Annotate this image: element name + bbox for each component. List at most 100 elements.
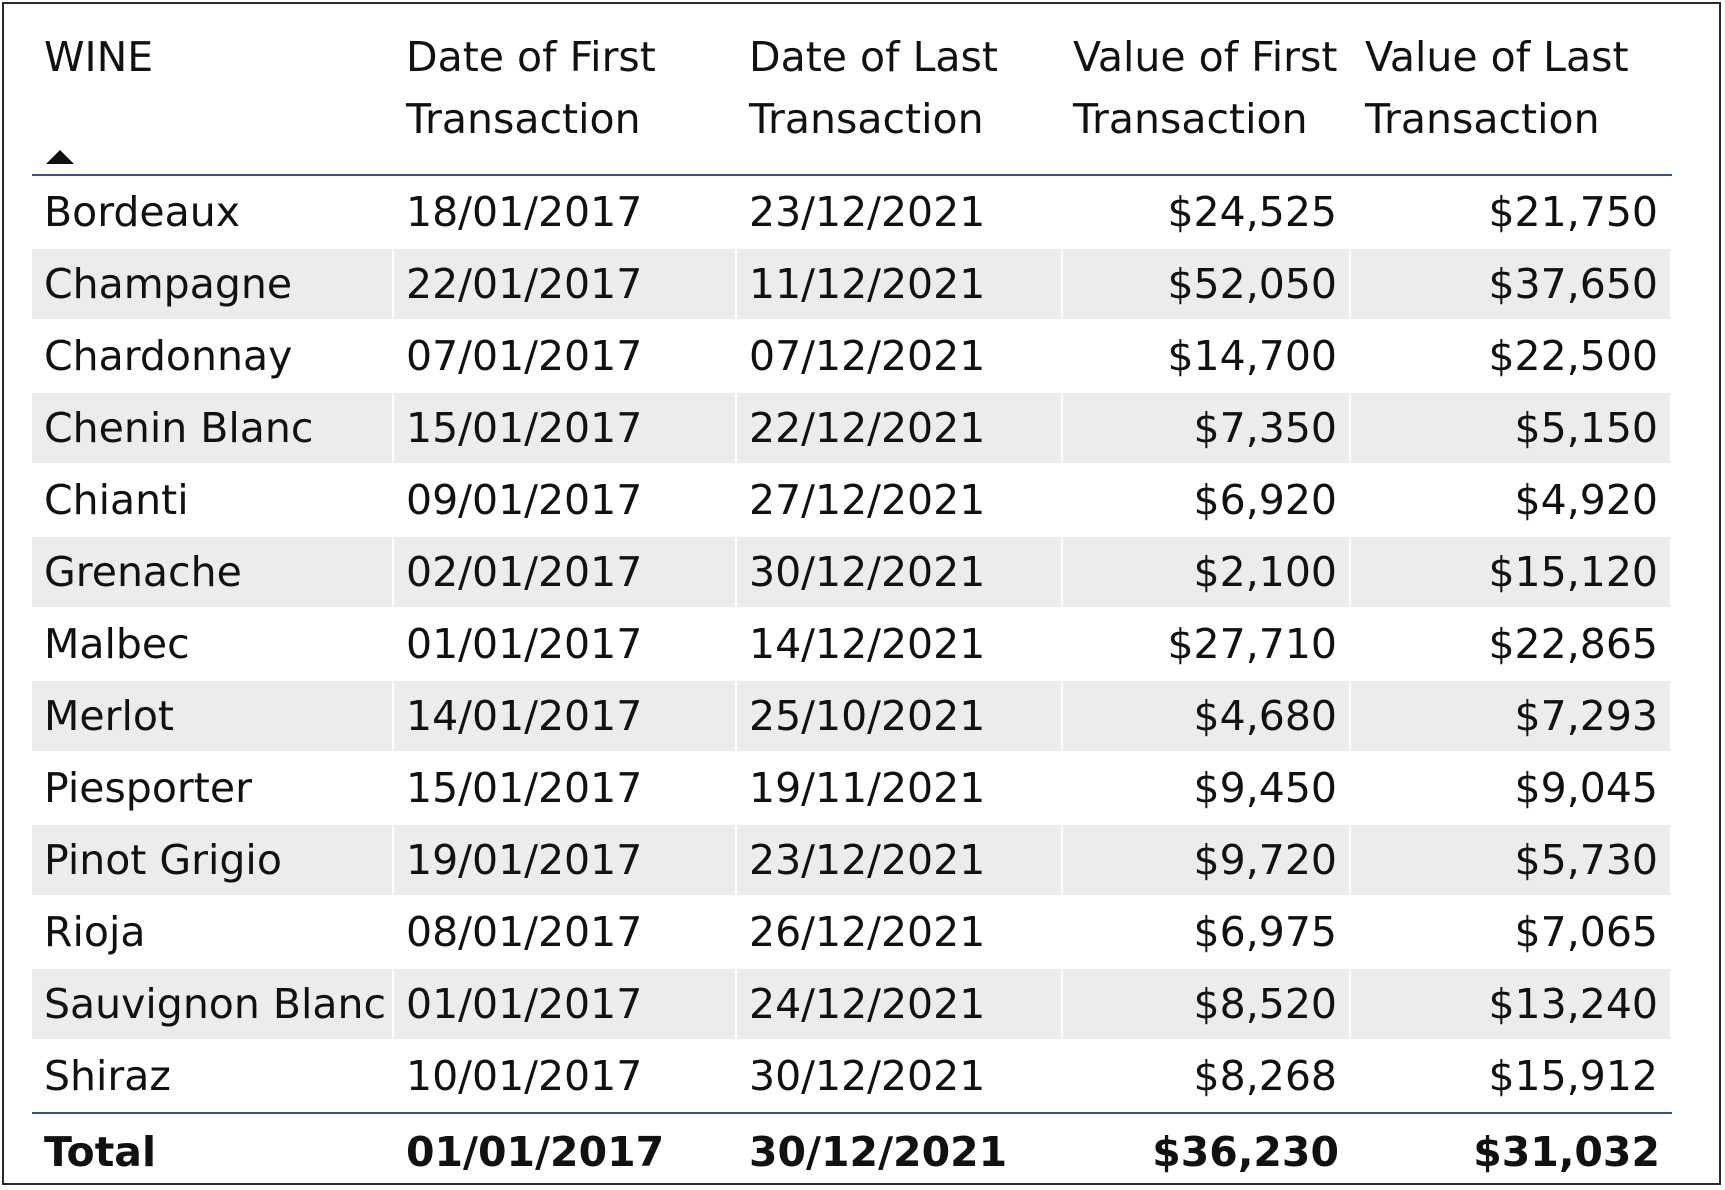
date-first-cell: 01/01/2017 <box>394 608 737 680</box>
wine-cell: Sauvignon Blanc <box>32 968 394 1040</box>
table-row[interactable]: Piesporter 15/01/2017 19/11/2021 $9,450 … <box>32 752 1672 824</box>
column-header-label: Value of Last <box>1365 33 1629 81</box>
table-row[interactable]: Merlot 14/01/2017 25/10/2021 $4,680 $7,2… <box>32 680 1672 752</box>
table-row[interactable]: Bordeaux 18/01/2017 23/12/2021 $24,525 $… <box>32 176 1672 248</box>
value-last-cell: $9,045 <box>1351 752 1672 824</box>
value-first-cell: $8,268 <box>1063 1040 1351 1112</box>
date-first-cell: 08/01/2017 <box>394 896 737 968</box>
value-first-cell: $24,525 <box>1063 176 1351 248</box>
table-body: Bordeaux 18/01/2017 23/12/2021 $24,525 $… <box>32 176 1672 1112</box>
date-last-cell: 11/12/2021 <box>737 248 1063 320</box>
value-last-cell: $13,240 <box>1351 968 1672 1040</box>
date-last-cell: 26/12/2021 <box>737 896 1063 968</box>
value-last-cell: $22,865 <box>1351 608 1672 680</box>
date-first-cell: 09/01/2017 <box>394 464 737 536</box>
total-date-last: 30/12/2021 <box>737 1112 1063 1190</box>
table-row[interactable]: Chianti 09/01/2017 27/12/2021 $6,920 $4,… <box>32 464 1672 536</box>
column-header-label: Transaction <box>1073 95 1308 143</box>
value-last-cell: $7,293 <box>1351 680 1672 752</box>
date-first-cell: 19/01/2017 <box>394 824 737 896</box>
date-last-cell: 23/12/2021 <box>737 176 1063 248</box>
column-header-label: Value of First <box>1073 33 1338 81</box>
date-last-cell: 25/10/2021 <box>737 680 1063 752</box>
header-row: WINE Date of First Transaction Date of L… <box>32 4 1672 176</box>
wine-cell: Chardonnay <box>32 320 394 392</box>
value-first-cell: $2,100 <box>1063 536 1351 608</box>
column-header-label: Date of First <box>406 33 656 81</box>
table-row[interactable]: Rioja 08/01/2017 26/12/2021 $6,975 $7,06… <box>32 896 1672 968</box>
column-header-label: Transaction <box>406 95 641 143</box>
date-first-cell: 02/01/2017 <box>394 536 737 608</box>
table-row[interactable]: Shiraz 10/01/2017 30/12/2021 $8,268 $15,… <box>32 1040 1672 1112</box>
total-value-last: $31,032 <box>1351 1112 1672 1190</box>
table-row[interactable]: Chardonnay 07/01/2017 07/12/2021 $14,700… <box>32 320 1672 392</box>
date-last-cell: 19/11/2021 <box>737 752 1063 824</box>
wine-cell: Champagne <box>32 248 394 320</box>
date-first-cell: 07/01/2017 <box>394 320 737 392</box>
wine-cell: Malbec <box>32 608 394 680</box>
value-last-cell: $37,650 <box>1351 248 1672 320</box>
wine-transactions-table: WINE Date of First Transaction Date of L… <box>32 4 1672 1190</box>
value-first-cell: $7,350 <box>1063 392 1351 464</box>
value-first-cell: $4,680 <box>1063 680 1351 752</box>
wine-cell: Merlot <box>32 680 394 752</box>
wine-cell: Rioja <box>32 896 394 968</box>
column-header-date-of-last-transaction[interactable]: Date of Last Transaction <box>737 4 1063 176</box>
value-first-cell: $52,050 <box>1063 248 1351 320</box>
wine-cell: Chenin Blanc <box>32 392 394 464</box>
date-first-cell: 18/01/2017 <box>394 176 737 248</box>
wine-cell: Piesporter <box>32 752 394 824</box>
column-header-label: Transaction <box>1365 95 1600 143</box>
total-label: Total <box>32 1112 394 1190</box>
table-row[interactable]: Chenin Blanc 15/01/2017 22/12/2021 $7,35… <box>32 392 1672 464</box>
date-last-cell: 14/12/2021 <box>737 608 1063 680</box>
table-row[interactable]: Pinot Grigio 19/01/2017 23/12/2021 $9,72… <box>32 824 1672 896</box>
column-header-date-of-first-transaction[interactable]: Date of First Transaction <box>394 4 737 176</box>
date-last-cell: 07/12/2021 <box>737 320 1063 392</box>
table-row[interactable]: Grenache 02/01/2017 30/12/2021 $2,100 $1… <box>32 536 1672 608</box>
date-first-cell: 10/01/2017 <box>394 1040 737 1112</box>
value-first-cell: $8,520 <box>1063 968 1351 1040</box>
value-last-cell: $7,065 <box>1351 896 1672 968</box>
value-last-cell: $22,500 <box>1351 320 1672 392</box>
value-last-cell: $15,912 <box>1351 1040 1672 1112</box>
date-last-cell: 27/12/2021 <box>737 464 1063 536</box>
total-date-first: 01/01/2017 <box>394 1112 737 1190</box>
column-header-value-of-first-transaction[interactable]: Value of First Transaction <box>1063 4 1351 176</box>
wine-cell: Chianti <box>32 464 394 536</box>
wine-cell: Pinot Grigio <box>32 824 394 896</box>
column-header-label: WINE <box>44 33 154 81</box>
table-row[interactable]: Malbec 01/01/2017 14/12/2021 $27,710 $22… <box>32 608 1672 680</box>
value-first-cell: $9,720 <box>1063 824 1351 896</box>
table-footer: Total 01/01/2017 30/12/2021 $36,230 $31,… <box>32 1112 1672 1190</box>
value-first-cell: $27,710 <box>1063 608 1351 680</box>
value-first-cell: $14,700 <box>1063 320 1351 392</box>
sort-ascending-icon[interactable] <box>46 150 74 164</box>
date-first-cell: 15/01/2017 <box>394 752 737 824</box>
column-header-value-of-last-transaction[interactable]: Value of Last Transaction <box>1351 4 1672 176</box>
value-last-cell: $21,750 <box>1351 176 1672 248</box>
date-first-cell: 15/01/2017 <box>394 392 737 464</box>
date-last-cell: 30/12/2021 <box>737 1040 1063 1112</box>
table-row[interactable]: Sauvignon Blanc 01/01/2017 24/12/2021 $8… <box>32 968 1672 1040</box>
table-row[interactable]: Champagne 22/01/2017 11/12/2021 $52,050 … <box>32 248 1672 320</box>
value-first-cell: $9,450 <box>1063 752 1351 824</box>
value-first-cell: $6,975 <box>1063 896 1351 968</box>
date-first-cell: 14/01/2017 <box>394 680 737 752</box>
date-last-cell: 23/12/2021 <box>737 824 1063 896</box>
column-header-label: Date of Last <box>749 33 998 81</box>
date-last-cell: 24/12/2021 <box>737 968 1063 1040</box>
date-first-cell: 01/01/2017 <box>394 968 737 1040</box>
table-header: WINE Date of First Transaction Date of L… <box>32 4 1672 176</box>
date-first-cell: 22/01/2017 <box>394 248 737 320</box>
date-last-cell: 22/12/2021 <box>737 392 1063 464</box>
value-last-cell: $5,150 <box>1351 392 1672 464</box>
wine-cell: Shiraz <box>32 1040 394 1112</box>
total-row: Total 01/01/2017 30/12/2021 $36,230 $31,… <box>32 1112 1672 1190</box>
date-last-cell: 30/12/2021 <box>737 536 1063 608</box>
value-last-cell: $5,730 <box>1351 824 1672 896</box>
column-header-wine[interactable]: WINE <box>32 4 394 176</box>
wine-cell: Bordeaux <box>32 176 394 248</box>
value-last-cell: $15,120 <box>1351 536 1672 608</box>
